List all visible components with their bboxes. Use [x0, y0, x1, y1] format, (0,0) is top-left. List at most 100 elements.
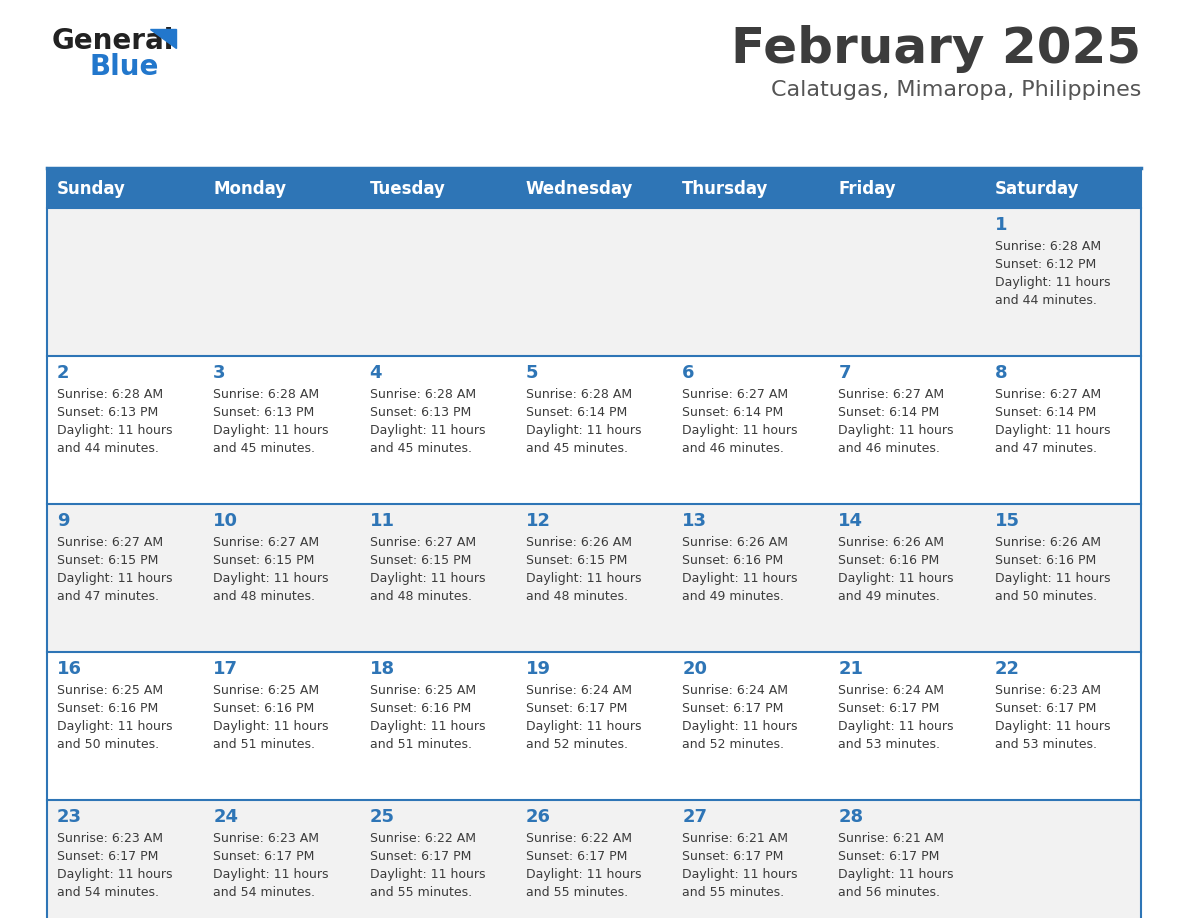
Text: and 45 minutes.: and 45 minutes. [214, 442, 315, 455]
Text: 21: 21 [839, 660, 864, 678]
Text: 22: 22 [994, 660, 1019, 678]
Text: Daylight: 11 hours: Daylight: 11 hours [369, 720, 485, 733]
Text: Sunrise: 6:27 AM: Sunrise: 6:27 AM [682, 388, 789, 401]
Text: Sunset: 6:17 PM: Sunset: 6:17 PM [839, 702, 940, 715]
Text: Sunset: 6:17 PM: Sunset: 6:17 PM [682, 850, 784, 863]
Text: Daylight: 11 hours: Daylight: 11 hours [57, 424, 172, 437]
Text: Daylight: 11 hours: Daylight: 11 hours [994, 424, 1111, 437]
Text: Sunrise: 6:24 AM: Sunrise: 6:24 AM [526, 684, 632, 697]
Text: Sunrise: 6:22 AM: Sunrise: 6:22 AM [526, 832, 632, 845]
Text: Sunset: 6:17 PM: Sunset: 6:17 PM [526, 702, 627, 715]
Bar [48, 504, 1140, 652]
Text: Monday: Monday [214, 180, 286, 198]
Text: 12: 12 [526, 512, 551, 530]
Text: and 46 minutes.: and 46 minutes. [682, 442, 784, 455]
Text: Sunset: 6:17 PM: Sunset: 6:17 PM [369, 850, 470, 863]
Text: Sunrise: 6:24 AM: Sunrise: 6:24 AM [682, 684, 788, 697]
Text: and 52 minutes.: and 52 minutes. [682, 738, 784, 751]
Text: Sunset: 6:17 PM: Sunset: 6:17 PM [526, 850, 627, 863]
Text: and 55 minutes.: and 55 minutes. [369, 886, 472, 899]
Text: Sunset: 6:13 PM: Sunset: 6:13 PM [57, 406, 158, 419]
Text: Daylight: 11 hours: Daylight: 11 hours [526, 868, 642, 881]
Text: 17: 17 [214, 660, 239, 678]
Text: Sunset: 6:17 PM: Sunset: 6:17 PM [214, 850, 315, 863]
Text: 27: 27 [682, 808, 707, 826]
Text: Sunset: 6:17 PM: Sunset: 6:17 PM [839, 850, 940, 863]
Text: and 54 minutes.: and 54 minutes. [214, 886, 315, 899]
Text: Sunset: 6:16 PM: Sunset: 6:16 PM [994, 554, 1097, 567]
Text: Blue: Blue [90, 53, 159, 81]
Text: Daylight: 11 hours: Daylight: 11 hours [682, 720, 797, 733]
Bar [48, 652, 1140, 800]
Text: and 46 minutes.: and 46 minutes. [839, 442, 941, 455]
Text: 26: 26 [526, 808, 551, 826]
Text: Sunset: 6:16 PM: Sunset: 6:16 PM [369, 702, 470, 715]
Text: Sunset: 6:16 PM: Sunset: 6:16 PM [839, 554, 940, 567]
Text: Sunset: 6:16 PM: Sunset: 6:16 PM [57, 702, 158, 715]
Text: 15: 15 [994, 512, 1019, 530]
Text: 8: 8 [994, 364, 1007, 382]
Text: Sunrise: 6:22 AM: Sunrise: 6:22 AM [369, 832, 475, 845]
Text: Sunset: 6:14 PM: Sunset: 6:14 PM [994, 406, 1097, 419]
Text: Sunrise: 6:23 AM: Sunrise: 6:23 AM [214, 832, 320, 845]
Text: Daylight: 11 hours: Daylight: 11 hours [369, 572, 485, 585]
Text: Thursday: Thursday [682, 180, 769, 198]
Text: and 44 minutes.: and 44 minutes. [57, 442, 159, 455]
Text: 4: 4 [369, 364, 383, 382]
Text: 7: 7 [839, 364, 851, 382]
Bar [48, 800, 1140, 918]
Text: 24: 24 [214, 808, 239, 826]
Text: General: General [52, 27, 175, 55]
Text: and 54 minutes.: and 54 minutes. [57, 886, 159, 899]
Text: and 48 minutes.: and 48 minutes. [369, 590, 472, 603]
Text: Sunset: 6:17 PM: Sunset: 6:17 PM [682, 702, 784, 715]
Text: Daylight: 11 hours: Daylight: 11 hours [526, 720, 642, 733]
Text: 19: 19 [526, 660, 551, 678]
Text: and 44 minutes.: and 44 minutes. [994, 294, 1097, 307]
Text: Daylight: 11 hours: Daylight: 11 hours [369, 868, 485, 881]
Text: Daylight: 11 hours: Daylight: 11 hours [57, 868, 172, 881]
Text: and 52 minutes.: and 52 minutes. [526, 738, 627, 751]
Text: 5: 5 [526, 364, 538, 382]
Text: Daylight: 11 hours: Daylight: 11 hours [214, 868, 329, 881]
Text: and 51 minutes.: and 51 minutes. [214, 738, 315, 751]
Text: Daylight: 11 hours: Daylight: 11 hours [994, 276, 1111, 289]
Text: Sunrise: 6:23 AM: Sunrise: 6:23 AM [57, 832, 163, 845]
Text: 6: 6 [682, 364, 695, 382]
Text: Daylight: 11 hours: Daylight: 11 hours [526, 572, 642, 585]
Text: Sunrise: 6:28 AM: Sunrise: 6:28 AM [369, 388, 475, 401]
Text: and 48 minutes.: and 48 minutes. [214, 590, 315, 603]
Text: and 53 minutes.: and 53 minutes. [994, 738, 1097, 751]
Text: and 50 minutes.: and 50 minutes. [994, 590, 1097, 603]
Text: Daylight: 11 hours: Daylight: 11 hours [994, 572, 1111, 585]
Text: 25: 25 [369, 808, 394, 826]
Text: Daylight: 11 hours: Daylight: 11 hours [994, 720, 1111, 733]
Text: Sunrise: 6:26 AM: Sunrise: 6:26 AM [994, 536, 1101, 549]
Text: Daylight: 11 hours: Daylight: 11 hours [839, 868, 954, 881]
Text: 20: 20 [682, 660, 707, 678]
Text: Daylight: 11 hours: Daylight: 11 hours [369, 424, 485, 437]
Text: Sunrise: 6:28 AM: Sunrise: 6:28 AM [994, 240, 1101, 253]
Text: and 50 minutes.: and 50 minutes. [57, 738, 159, 751]
Text: Sunrise: 6:27 AM: Sunrise: 6:27 AM [57, 536, 163, 549]
Text: 10: 10 [214, 512, 239, 530]
Text: Sunset: 6:15 PM: Sunset: 6:15 PM [214, 554, 315, 567]
Text: Sunrise: 6:28 AM: Sunrise: 6:28 AM [214, 388, 320, 401]
Text: Friday: Friday [839, 180, 896, 198]
Text: Sunrise: 6:23 AM: Sunrise: 6:23 AM [994, 684, 1101, 697]
Text: Sunset: 6:14 PM: Sunset: 6:14 PM [682, 406, 783, 419]
Text: Sunrise: 6:27 AM: Sunrise: 6:27 AM [994, 388, 1101, 401]
Text: Sunrise: 6:21 AM: Sunrise: 6:21 AM [682, 832, 788, 845]
Text: 16: 16 [57, 660, 82, 678]
Text: Sunrise: 6:26 AM: Sunrise: 6:26 AM [526, 536, 632, 549]
Text: Daylight: 11 hours: Daylight: 11 hours [214, 720, 329, 733]
Text: and 47 minutes.: and 47 minutes. [57, 590, 159, 603]
Text: Wednesday: Wednesday [526, 180, 633, 198]
Text: Sunrise: 6:28 AM: Sunrise: 6:28 AM [57, 388, 163, 401]
Text: Sunrise: 6:27 AM: Sunrise: 6:27 AM [839, 388, 944, 401]
Text: 11: 11 [369, 512, 394, 530]
Text: 18: 18 [369, 660, 394, 678]
Text: Sunrise: 6:27 AM: Sunrise: 6:27 AM [214, 536, 320, 549]
Text: 2: 2 [57, 364, 70, 382]
Text: Daylight: 11 hours: Daylight: 11 hours [57, 720, 172, 733]
